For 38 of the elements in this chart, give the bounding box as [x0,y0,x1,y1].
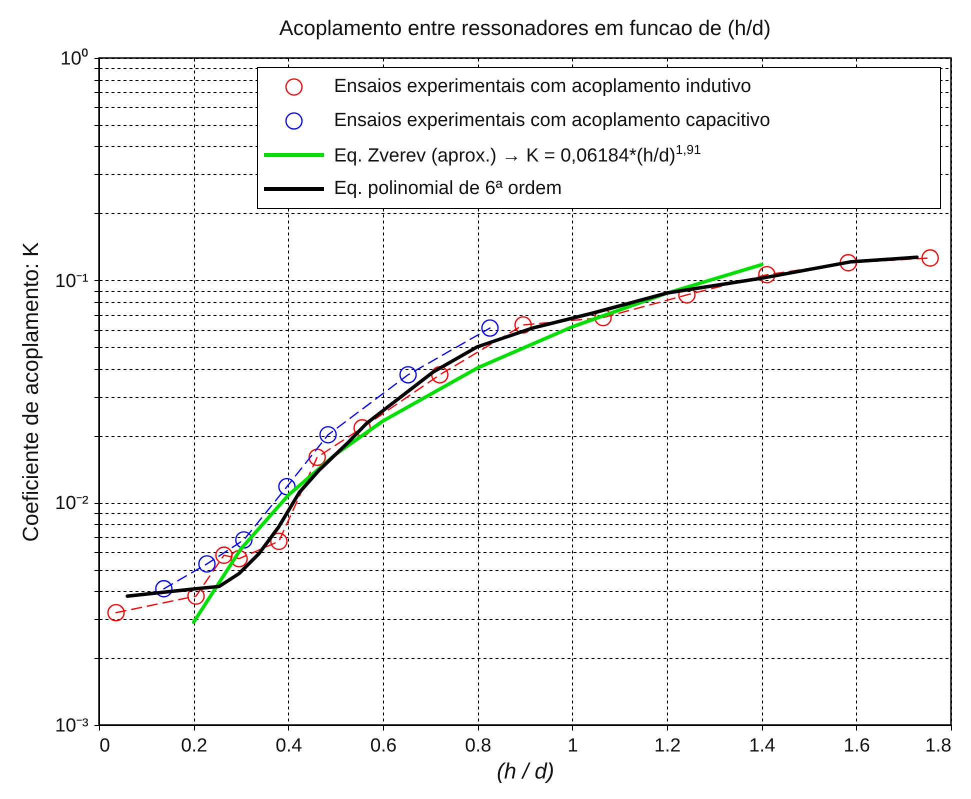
point [431,366,449,384]
x-tick-label: 1 [568,736,578,756]
point [319,426,337,444]
y-tick-label: 10⁰ [60,48,88,70]
x-tick-label: 1.6 [844,736,870,756]
x-axis-title: (h / d) [496,758,554,784]
point [107,604,125,622]
point [481,319,499,337]
point [353,419,371,437]
legend-label: Eq. polinomial de 6ª ordem [334,178,562,200]
x-tick-label: 0 [100,736,110,756]
x-tick-label: 1.8 [925,736,952,756]
point [758,266,776,284]
point [230,550,248,568]
point [399,366,417,384]
y-tick-label: 10⁻³ [55,716,88,736]
point [235,531,253,549]
point [514,316,532,334]
y-tick-label: 10⁻² [55,493,88,514]
legend-label: Ensaios experimentais com acoplamento capacitivo [334,110,770,132]
x-tick-label: 0.6 [370,736,397,756]
point [308,448,326,466]
chart-title: Acoplamento entre ressonadores em funcao de (h/d) [279,17,771,40]
point [921,249,939,267]
point [155,580,173,598]
y-axis-title: Coeficiente de acoplamento: K [18,242,44,542]
point [215,546,233,564]
point [840,254,857,272]
point [270,532,288,550]
x-tick-label: 1.4 [748,736,776,756]
x-tick-label: 0.8 [464,736,492,756]
legend-label: Ensaios experimentais com acoplamento indutivo [334,76,752,98]
x-tick-label: 1.2 [654,736,681,756]
legend-label: Eq. Zverev (aprox.) → K = 0,06184*(h/d)$^{1,91}$ [334,142,701,168]
point [198,555,216,573]
x-tick-label: 0.2 [180,736,208,756]
y-tick-label: 10⁻¹ [55,270,88,292]
x-tick-label: 0.4 [276,736,302,756]
